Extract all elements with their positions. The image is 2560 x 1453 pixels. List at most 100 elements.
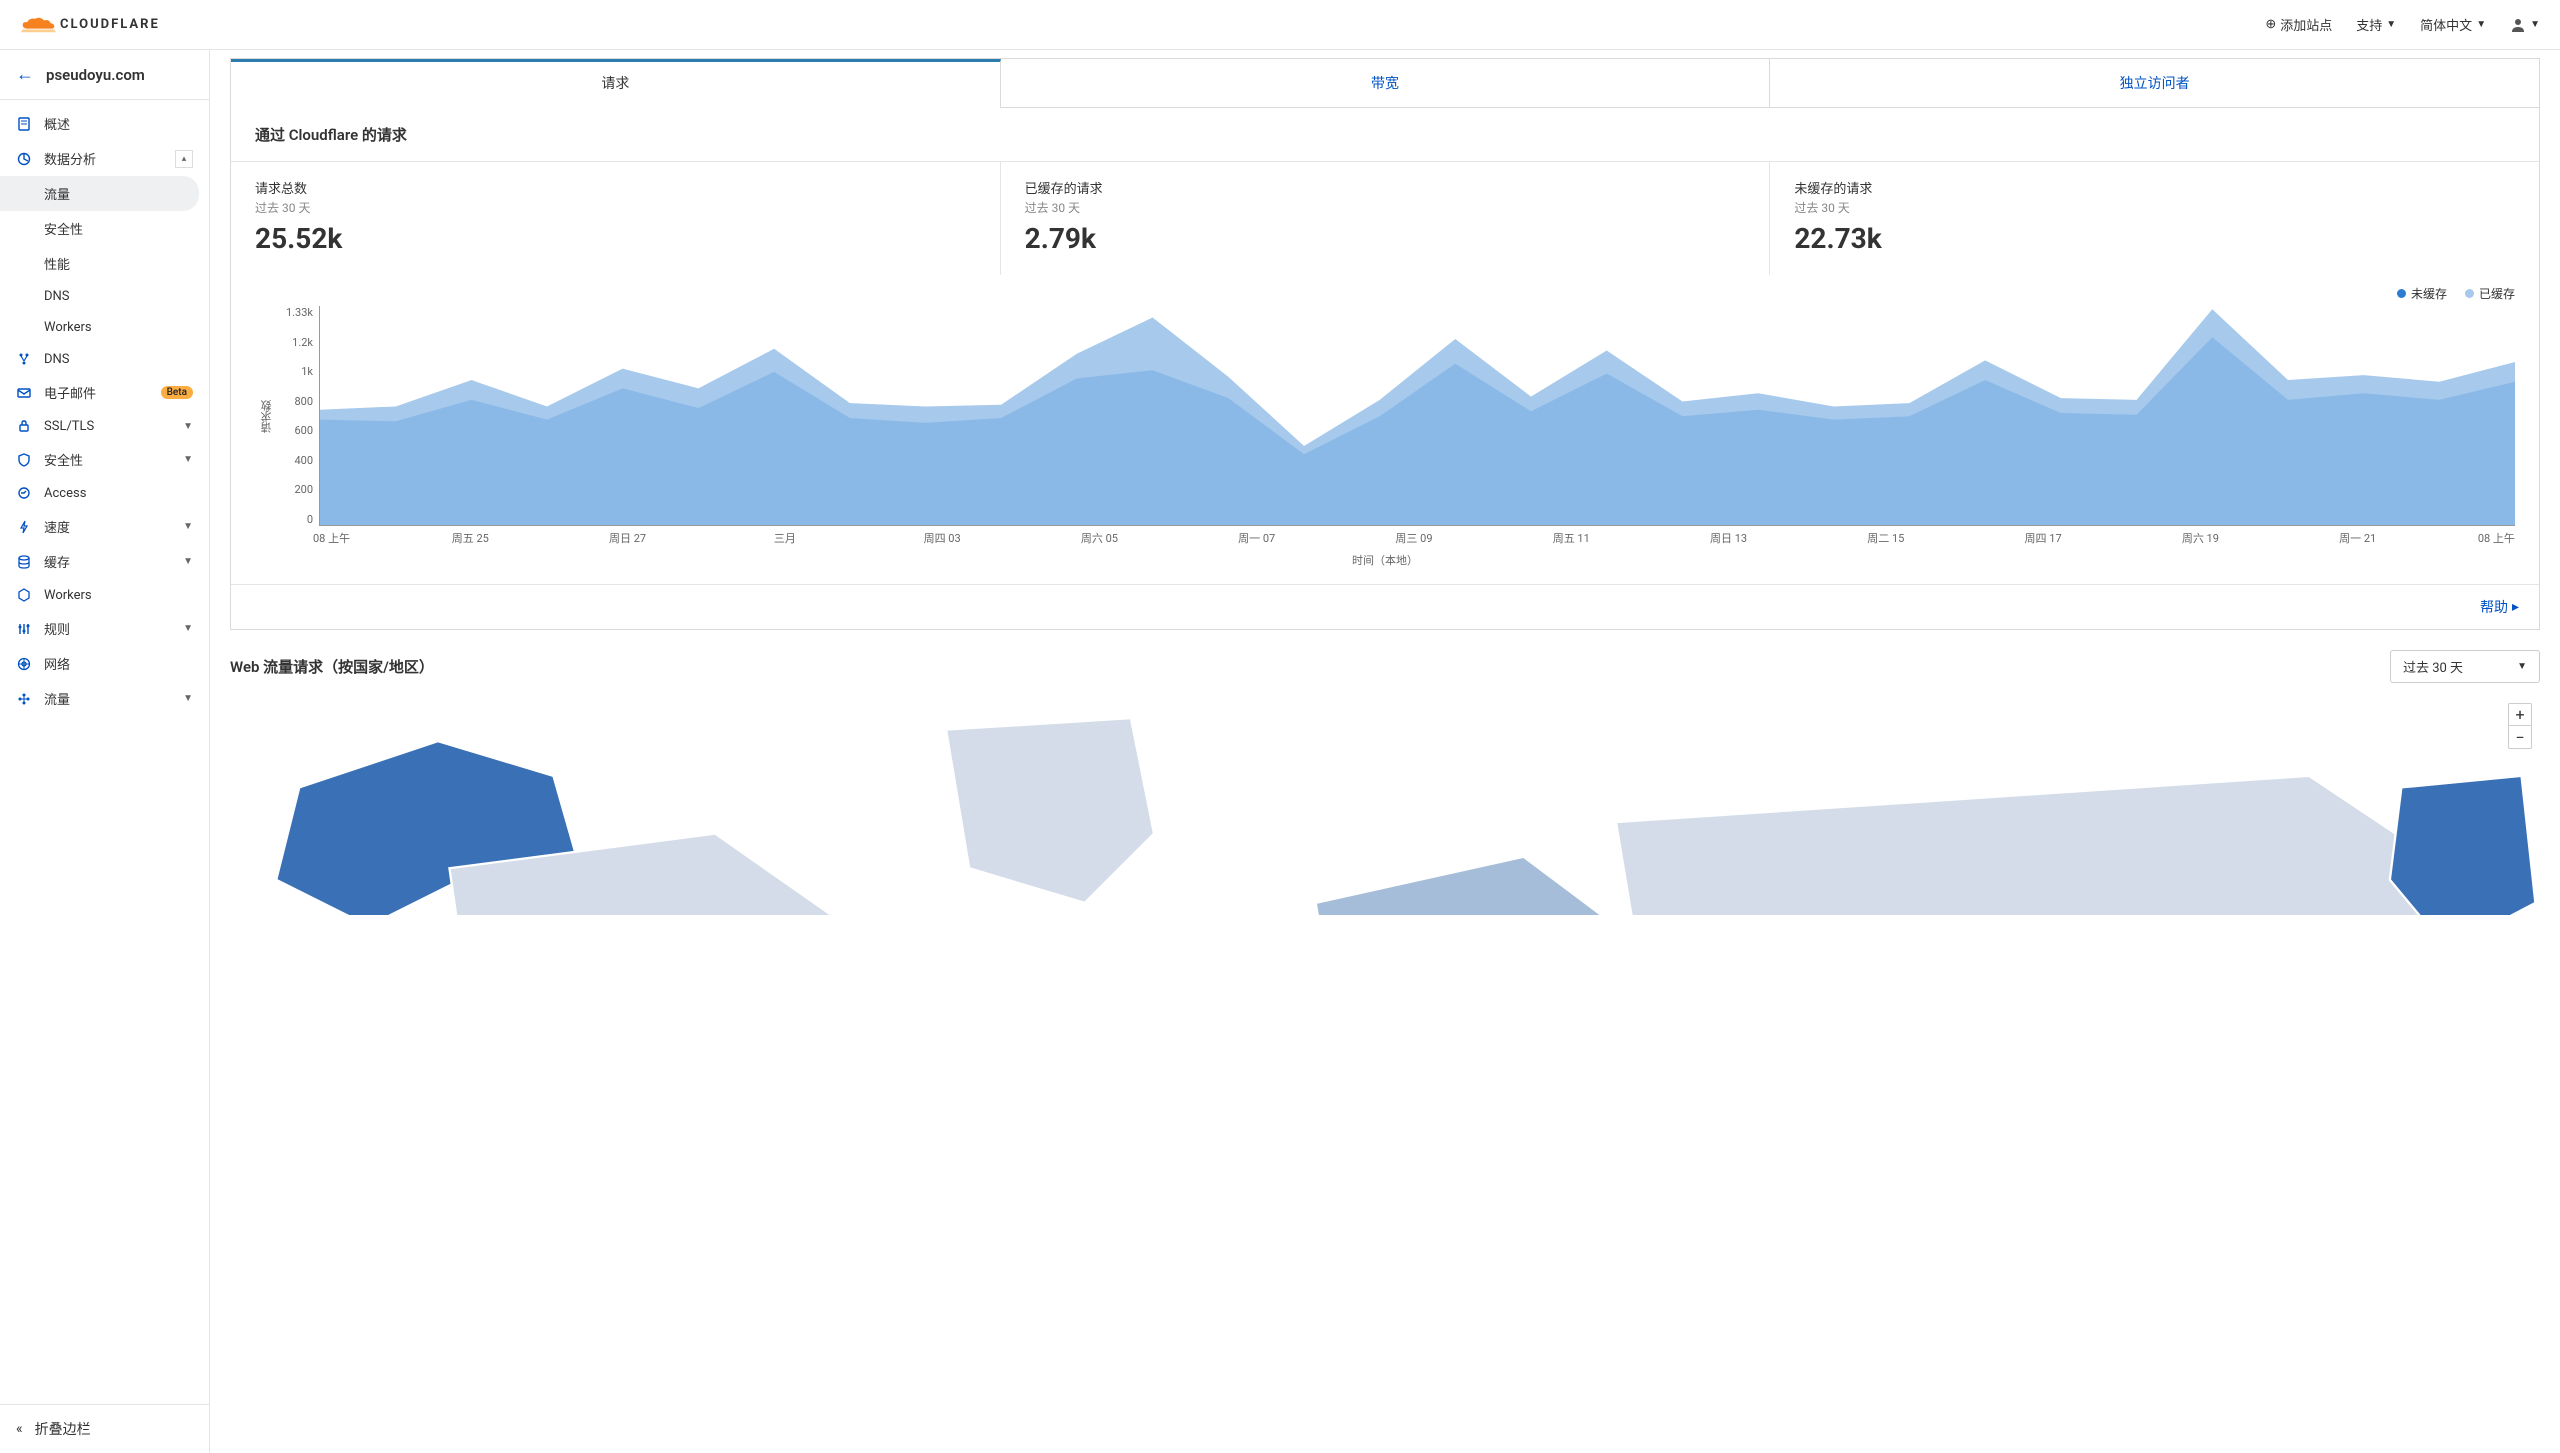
nav-label: 缓存	[44, 552, 171, 571]
nav-item-workers[interactable]: Workers	[0, 579, 209, 611]
x-ticks: 08 上午周五 25周日 27三月周四 03周六 05周一 07周三 09周五 …	[313, 530, 2515, 546]
nav-label: 规则	[44, 619, 171, 638]
dot-icon	[2465, 289, 2474, 298]
area-chart-svg	[320, 306, 2515, 525]
stat-value: 25.52k	[255, 222, 976, 255]
language-label: 简体中文	[2420, 15, 2472, 34]
nav-label: DNS	[44, 289, 193, 304]
nav-item-network[interactable]: 网络	[0, 646, 209, 681]
y-axis-label: 请求数	[255, 400, 279, 433]
collapse-icon: «	[16, 1421, 23, 1437]
section-title: Web 流量请求（按国家/地区）	[230, 656, 434, 677]
nav-label: 流量	[44, 689, 171, 708]
plus-icon: ⊕	[2265, 17, 2276, 32]
caret-down-icon: ▼	[2530, 19, 2540, 30]
support-label: 支持	[2356, 15, 2382, 34]
stat-sub: 过去 30 天	[255, 199, 976, 216]
rules-icon	[16, 621, 32, 637]
legend-cached: 已缓存	[2465, 285, 2515, 302]
nav-item-speed[interactable]: 速度 ▼	[0, 509, 209, 544]
stat-value: 22.73k	[1794, 222, 2515, 255]
nav-item-traffic[interactable]: 流量 ▼	[0, 681, 209, 716]
caret-down-icon: ▼	[183, 623, 193, 634]
zoom-controls: + −	[2508, 703, 2532, 749]
card-title: 通过 Cloudflare 的请求	[231, 108, 2539, 162]
tab-label: 独立访问者	[2120, 76, 2190, 92]
add-site-button[interactable]: ⊕ 添加站点	[2265, 15, 2332, 34]
legend-uncached: 未缓存	[2397, 285, 2447, 302]
nav-item-dns[interactable]: DNS	[0, 343, 209, 375]
help-label: 帮助	[2480, 597, 2508, 617]
nav-item-analytics[interactable]: 数据分析 ▴	[0, 141, 209, 176]
cache-icon	[16, 554, 32, 570]
chart-container: 请求数 1.33k1.2k1k8006004002000	[255, 306, 2515, 526]
nav-item-email[interactable]: 电子邮件 Beta	[0, 375, 209, 410]
lock-icon	[16, 418, 32, 434]
user-icon	[2510, 17, 2526, 33]
caret-down-icon: ▼	[183, 556, 193, 567]
nav-item-security[interactable]: 安全性 ▼	[0, 442, 209, 477]
cloudflare-logo[interactable]: CLOUDFLARE	[20, 16, 160, 34]
support-menu[interactable]: 支持 ▼	[2356, 15, 2396, 34]
nav-subitem-workers[interactable]: Workers	[0, 312, 209, 343]
collapse-sidebar-button[interactable]: « 折叠边栏	[0, 1404, 209, 1453]
nav-label: 数据分析	[44, 149, 163, 168]
nav-label: SSL/TLS	[44, 419, 171, 434]
nav-item-ssl[interactable]: SSL/TLS ▼	[0, 410, 209, 442]
back-arrow-icon[interactable]: ←	[16, 64, 34, 85]
nav-item-access[interactable]: Access	[0, 477, 209, 509]
analytics-icon	[16, 151, 32, 167]
caret-down-icon: ▼	[2517, 661, 2527, 672]
nav-item-rules[interactable]: 规则 ▼	[0, 611, 209, 646]
nav-subitem-dns[interactable]: DNS	[0, 281, 209, 312]
stat-cached: 已缓存的请求 过去 30 天 2.79k	[1001, 162, 1771, 275]
tab-label: 请求	[601, 76, 629, 92]
chart-plot	[319, 306, 2515, 526]
network-icon	[16, 656, 32, 672]
tab-unique-visitors[interactable]: 独立访问者	[1770, 59, 2539, 108]
top-header: CLOUDFLARE ⊕ 添加站点 支持 ▼ 简体中文 ▼ ▼	[0, 0, 2560, 50]
stat-label: 已缓存的请求	[1025, 178, 1746, 197]
caret-down-icon: ▼	[183, 454, 193, 465]
nav-list: 概述 数据分析 ▴ 流量 安全性 性能 DNS Workers DNS 电子邮件…	[0, 100, 209, 1404]
caret-down-icon: ▼	[2386, 19, 2396, 30]
nav-subitem-performance[interactable]: 性能	[0, 246, 209, 281]
map-svg	[230, 695, 2540, 915]
nav-subitem-traffic[interactable]: 流量	[0, 176, 199, 211]
nav-label: 概述	[44, 114, 193, 133]
y-ticks: 1.33k1.2k1k8006004002000	[279, 306, 319, 526]
nav-label: Access	[44, 486, 193, 501]
stats-row: 请求总数 过去 30 天 25.52k 已缓存的请求 过去 30 天 2.79k…	[231, 162, 2539, 275]
chart-legend: 未缓存 已缓存	[255, 285, 2515, 302]
stat-uncached: 未缓存的请求 过去 30 天 22.73k	[1770, 162, 2539, 275]
card-footer: 帮助 ▸	[231, 584, 2539, 629]
world-map[interactable]: + −	[230, 695, 2540, 915]
sidebar: ← pseudoyu.com 概述 数据分析 ▴ 流量 安全性 性能 DNS W…	[0, 50, 210, 1453]
tab-bandwidth[interactable]: 带宽	[1001, 59, 1771, 108]
stat-label: 请求总数	[255, 178, 976, 197]
logo-text: CLOUDFLARE	[60, 17, 160, 32]
nav-label: Workers	[44, 588, 193, 603]
user-menu[interactable]: ▼	[2510, 17, 2540, 33]
zoom-out-button[interactable]: −	[2509, 726, 2531, 748]
date-range-dropdown[interactable]: 过去 30 天 ▼	[2390, 650, 2540, 683]
nav-item-cache[interactable]: 缓存 ▼	[0, 544, 209, 579]
nav-label: Workers	[44, 320, 193, 335]
stat-sub: 过去 30 天	[1794, 199, 2515, 216]
main-content: 请求 带宽 独立访问者 通过 Cloudflare 的请求 请求总数 过去 30…	[210, 50, 2560, 1453]
language-menu[interactable]: 简体中文 ▼	[2420, 15, 2486, 34]
help-link[interactable]: 帮助 ▸	[2480, 597, 2519, 617]
nav-label: DNS	[44, 352, 193, 367]
tab-requests[interactable]: 请求	[231, 59, 1001, 108]
chevron-right-icon: ▸	[2512, 599, 2519, 615]
nav-subitem-security[interactable]: 安全性	[0, 211, 209, 246]
legend-label: 已缓存	[2479, 285, 2515, 302]
zoom-in-button[interactable]: +	[2509, 704, 2531, 726]
cloud-icon	[20, 16, 56, 34]
stat-sub: 过去 30 天	[1025, 199, 1746, 216]
caret-down-icon: ▼	[183, 421, 193, 432]
requests-card: 请求 带宽 独立访问者 通过 Cloudflare 的请求 请求总数 过去 30…	[230, 58, 2540, 630]
add-site-label: 添加站点	[2280, 15, 2332, 34]
nav-item-overview[interactable]: 概述	[0, 106, 209, 141]
site-header: ← pseudoyu.com	[0, 50, 209, 100]
